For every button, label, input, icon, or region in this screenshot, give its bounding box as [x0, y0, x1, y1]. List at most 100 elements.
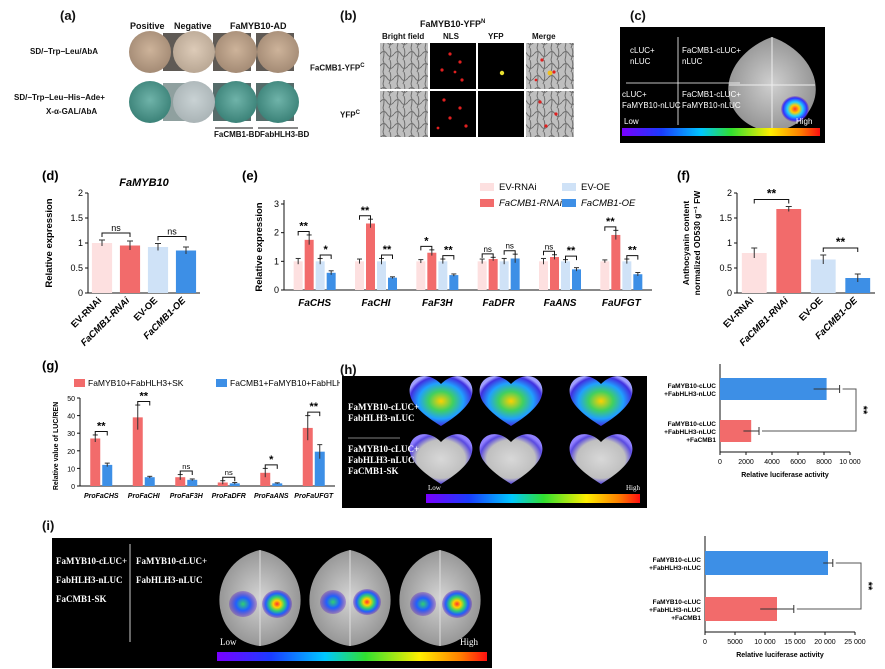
b-col-yfp: YFP [488, 32, 504, 41]
e-bar-0-3 [326, 272, 336, 290]
e-bar-2-0 [416, 261, 426, 290]
panel-b-label: (b) [340, 8, 357, 23]
g-sig-label-5: ** [309, 401, 318, 413]
e-legend-label-3: FaCMB1-OE [581, 198, 636, 209]
d-ytick-label-4: 2 [78, 188, 83, 198]
e-sig-bracket-6 [481, 253, 494, 258]
f-ytick-label-1: 0.5 [719, 263, 732, 273]
e-sig-bracket-5 [442, 255, 455, 260]
e-bar-5-1 [611, 234, 621, 290]
g-sig-label-3: ns [225, 468, 233, 477]
e-sig-bracket-11 [626, 255, 639, 260]
g-sig-label-0: ** [97, 420, 106, 432]
b-row1-sup: C [360, 63, 365, 69]
e-sig-label-9: ** [567, 245, 576, 257]
e-legend-swatch-3 [562, 199, 576, 207]
f-ytick-label-4: 2 [727, 188, 732, 198]
c-high-label: High [796, 117, 813, 126]
h_bar-ylabel-0-0: FaMYB10-cLUC [668, 383, 717, 390]
e-sig-bracket-0 [297, 231, 310, 236]
i_bar-sig-label: ** [862, 582, 874, 591]
e-bar-4-0 [539, 261, 548, 290]
f-sig-label-1: ** [836, 235, 846, 249]
h-row2-label: FaMYB10-cLUC+ FabHLH3-nLUC FaCMB1-SK [348, 444, 420, 476]
panel-a-label: (a) [60, 8, 76, 23]
yeast-two-hybrid-image [129, 31, 299, 129]
c-q3-label: cLUC+ FaMYB10-nLUC [622, 90, 681, 110]
f-xlabel-0: EV-RNAi [721, 295, 756, 330]
d-sig-label-0: ns [111, 223, 121, 233]
e-sig-bracket-10 [604, 226, 617, 231]
g-bar-2-1 [187, 479, 198, 486]
panel-b: (b) FaMYB10-YFPN Bright field NLS YFP Me… [310, 0, 580, 150]
a-bd2-label: FabHLH3-BD [260, 130, 310, 139]
e-legend-swatch-2 [562, 183, 576, 191]
d-ytick-label-1: 0.5 [70, 263, 83, 273]
g-sig-bracket-0 [94, 430, 108, 436]
e-bar-0-0 [293, 261, 303, 290]
panel-i: (i) [40, 516, 885, 669]
g-bar-4-0 [260, 472, 271, 486]
e-bar-3-3 [510, 258, 520, 290]
g-ytick-label-3: 30 [67, 431, 75, 438]
g-xlabel-1: ProFaCHI [128, 493, 161, 500]
g-bar-0-1 [102, 464, 113, 486]
a-col-ad: FaMYB10-AD [230, 21, 287, 31]
g-ytick-label-5: 50 [67, 396, 75, 403]
g-sig-label-4: * [269, 454, 274, 466]
e-bar-1-2 [377, 261, 386, 290]
f-ytick-label-2: 1 [727, 238, 732, 248]
e-sig-label-8: ns [545, 242, 553, 251]
e-sig-label-5: ** [444, 245, 453, 257]
g-bar-2-0 [175, 477, 186, 486]
b-title: FaMYB10-YFPN [420, 19, 485, 29]
g-sig-bracket-2 [179, 470, 193, 476]
d-bar-2 [147, 247, 169, 293]
e-bar-1-1 [366, 223, 375, 290]
i-leaf-image: FaMYB10-cLUC+ FabHLH3-nLUC FaCMB1-SK FaM… [52, 538, 492, 668]
d-ylabel: Relative expression [44, 198, 55, 287]
d-panel-label: (d) [42, 168, 59, 183]
b-col-merge: Merge [532, 32, 556, 41]
b-col-bright: Bright field [382, 32, 425, 41]
e-bar-2-1 [427, 252, 437, 290]
i_bar-xtick-label-2: 10 000 [754, 639, 776, 646]
h_bar-xtick-label-1: 2000 [738, 459, 754, 466]
e-xlabel-2: FaF3H [422, 298, 453, 309]
a-row2a-label: SD/−Trp−Leu−His−Ade+ [14, 93, 105, 102]
i_bar-ylabel-1-1: +FabHLH3-nLUC [649, 607, 701, 614]
i_bar-xtick-label-5: 25 000 [844, 639, 866, 646]
i_bar-bar-0 [705, 551, 828, 575]
b-row2-sup: C [355, 110, 360, 116]
e-ytick-label-2: 2 [274, 228, 279, 238]
f-bar-0 [741, 253, 767, 293]
e-sig-bracket-8 [543, 250, 555, 256]
d-ytick-label-2: 1 [78, 238, 83, 248]
h_bar-sig-label: ** [857, 406, 869, 415]
g-bar-0-0 [90, 438, 101, 486]
g-bar-5-1 [314, 451, 325, 486]
e-bar-0-1 [304, 239, 314, 290]
d-bar-1 [119, 245, 141, 293]
e-legend-swatch-1 [480, 199, 494, 207]
g-xlabel-5: ProFaUFGT [294, 493, 334, 500]
e-bar-5-2 [622, 261, 632, 290]
g-sig-bracket-3 [222, 476, 236, 482]
h-row1-label: FaMYB10-cLUC+ FabHLH3-nLUC [348, 402, 420, 423]
e-bar-4-1 [550, 257, 559, 290]
e-sig-label-4: * [424, 235, 429, 247]
a-col-negative: Negative [174, 21, 212, 31]
a-col-positive: Positive [130, 21, 165, 31]
b-row2-text: YFP [340, 110, 356, 120]
e-bar-5-0 [600, 261, 610, 290]
c-q1-label: cLUC+ nLUC [630, 46, 655, 66]
h_bar-xtick-label-3: 6000 [790, 459, 806, 466]
c-luciferase-image: cLUC+ nLUC FaCMB1-cLUC+ nLUC cLUC+ FaMYB… [620, 27, 825, 143]
h_bar-xtick-label-0: 0 [718, 459, 722, 466]
g-panel-label: (g) [42, 358, 59, 373]
e-xlabel-5: FaUFGT [602, 298, 642, 309]
g-legend-label-0: FaMYB10+FabHLH3+SK [88, 378, 184, 388]
f-bar-1 [776, 209, 802, 293]
e-sig-bracket-1 [319, 254, 332, 260]
